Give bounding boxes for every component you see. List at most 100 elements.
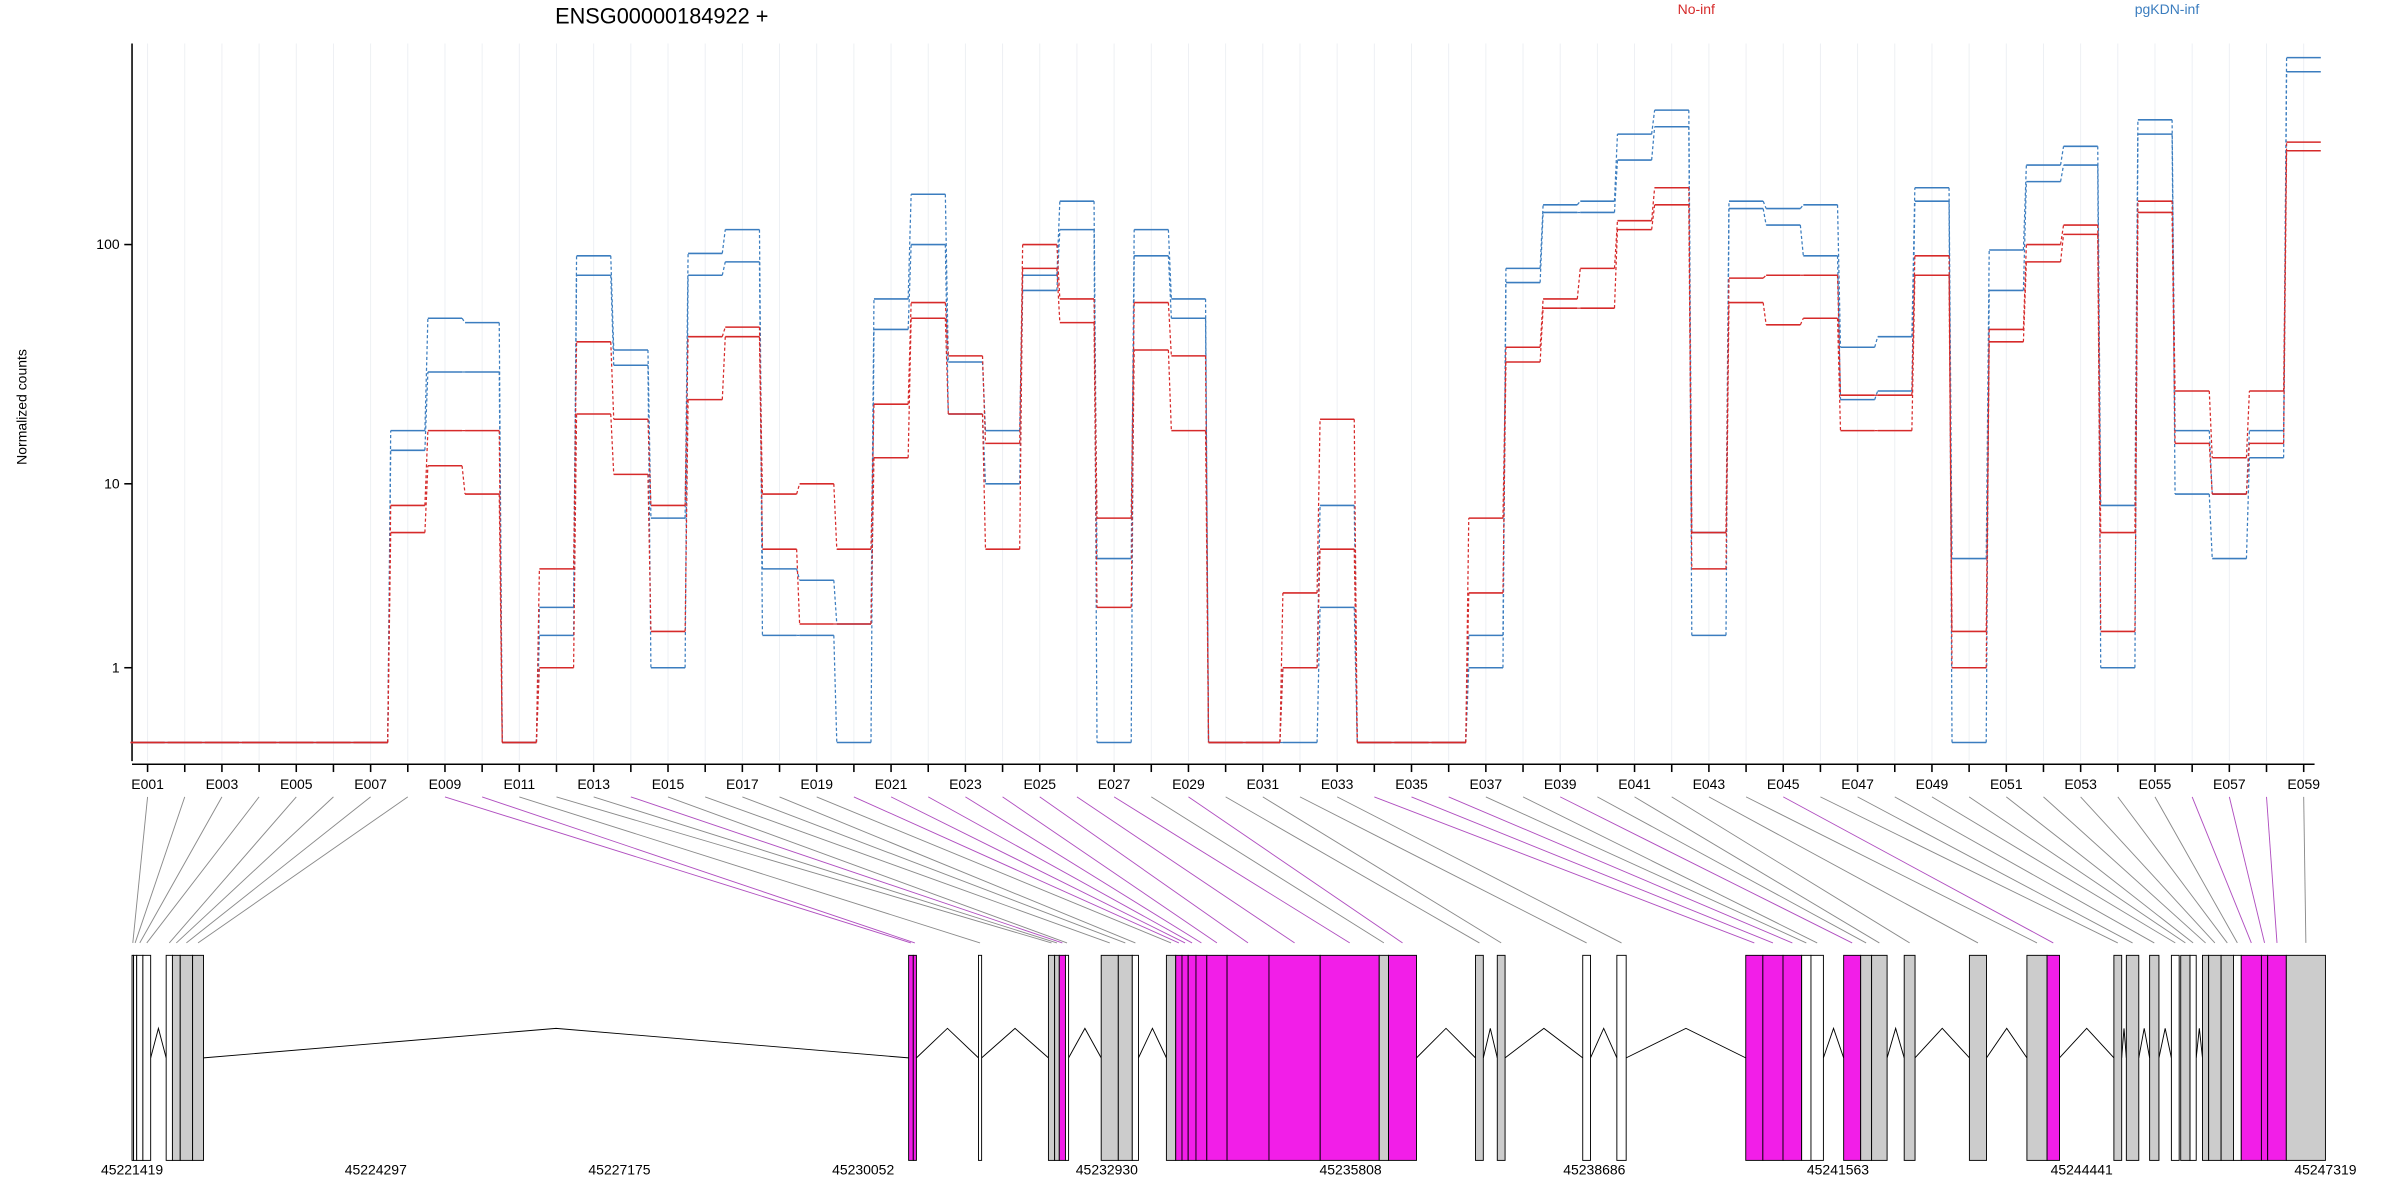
exon-link: [667, 796, 1068, 944]
legend-entry: pgKDN-inf: [2135, 1, 2200, 17]
y-tick-label: 1: [112, 659, 120, 675]
intron: [2158, 1028, 2172, 1058]
x-tick-label: E029: [1172, 776, 1205, 792]
genome-tick-label: 45247319: [2294, 1161, 2356, 1177]
exon-link: [2191, 796, 2252, 944]
exon: [1903, 954, 1916, 1161]
exon: [1843, 954, 1862, 1161]
exon: [179, 954, 194, 1161]
x-tick-label: E003: [206, 776, 239, 792]
genome-tick-label: 45230052: [832, 1161, 894, 1177]
exon-link: [1336, 796, 1622, 944]
exon: [1582, 954, 1591, 1161]
exon-link: [2006, 796, 2194, 944]
x-tick-label: E027: [1098, 776, 1131, 792]
exon: [1810, 954, 1824, 1161]
exon-link: [816, 796, 1172, 944]
exon: [2233, 954, 2242, 1161]
genome-tick-label: 45224297: [345, 1161, 407, 1177]
exon: [1064, 954, 1070, 1161]
genome-tick-label: 45241563: [1807, 1161, 1869, 1177]
exon: [1968, 954, 1987, 1161]
y-tick-label: 100: [96, 236, 120, 252]
exon-link: [1076, 796, 1295, 944]
exon-link: [2117, 796, 2228, 944]
exon: [171, 954, 181, 1161]
exon: [1175, 954, 1183, 1161]
x-tick-label: E055: [2139, 776, 2172, 792]
exon-link: [1485, 796, 1807, 944]
exon: [1131, 954, 1139, 1161]
intron: [1416, 1027, 1476, 1059]
exon: [1762, 954, 1784, 1161]
exon: [1860, 954, 1873, 1161]
exon-link: [1708, 796, 1979, 944]
intron: [1822, 1026, 1845, 1059]
exon: [1226, 954, 1270, 1161]
exon: [192, 954, 204, 1161]
exon: [1117, 954, 1133, 1161]
exon: [133, 954, 138, 1161]
exon: [1745, 954, 1764, 1161]
genome-tick-label: 45235808: [1320, 1161, 1382, 1177]
exon-link: [593, 796, 1058, 944]
exon: [1165, 954, 1177, 1161]
x-tick-label: E047: [1841, 776, 1874, 792]
intron: [2195, 1028, 2203, 1058]
genome-tick-label: 45227175: [588, 1161, 650, 1177]
intron: [1504, 1027, 1584, 1059]
exon: [1054, 954, 1060, 1161]
exon-link: [1671, 796, 1910, 944]
exon: [2208, 954, 2222, 1161]
exon: [1378, 954, 1390, 1161]
exon-link: [1968, 796, 2186, 944]
x-tick-label: E041: [1618, 776, 1651, 792]
legend-entry: No-inf: [1678, 1, 1715, 17]
exon-link: [2303, 796, 2307, 943]
exon: [1616, 954, 1627, 1161]
intron: [1986, 1027, 2028, 1059]
exon: [2260, 954, 2269, 1161]
exon: [1782, 954, 1803, 1161]
exon-link: [1894, 796, 2155, 944]
exon-link: [519, 796, 981, 944]
exon-link: [742, 796, 1126, 944]
exon-link: [1225, 796, 1480, 944]
x-tick-label: E019: [800, 776, 833, 792]
exon-link: [134, 796, 186, 944]
intron: [2138, 1028, 2151, 1058]
exon-link: [1522, 796, 1818, 944]
exon-link: [630, 796, 1063, 944]
x-tick-label: E043: [1693, 776, 1726, 792]
exon: [1319, 954, 1380, 1161]
exon: [1475, 954, 1484, 1161]
exon-link: [1448, 796, 1793, 944]
chart-title: ENSG00000184922 +: [555, 3, 768, 28]
intron: [1068, 1027, 1102, 1059]
exon: [1181, 954, 1189, 1161]
intron: [2121, 1028, 2127, 1058]
x-tick-label: E005: [280, 776, 313, 792]
exon: [1100, 954, 1119, 1161]
exon-link: [890, 796, 1186, 944]
intron: [203, 1027, 909, 1059]
x-tick-label: E033: [1321, 776, 1354, 792]
exon: [2202, 954, 2210, 1161]
exon-link: [1857, 796, 2133, 944]
exon: [2189, 954, 2197, 1161]
exon: [2285, 954, 2326, 1161]
x-tick-label: E015: [652, 776, 685, 792]
exon-link: [168, 796, 297, 944]
x-tick-label: E007: [354, 776, 387, 792]
exon: [1496, 954, 1506, 1161]
x-tick-label: E035: [1395, 776, 1428, 792]
exon-link: [1745, 796, 2038, 944]
exon: [2220, 954, 2234, 1161]
intron: [1590, 1027, 1618, 1059]
intron: [150, 1026, 167, 1058]
exon: [1047, 954, 1056, 1161]
exon: [1195, 954, 1208, 1161]
x-tick-label: E001: [131, 776, 164, 792]
exon: [1058, 954, 1066, 1161]
